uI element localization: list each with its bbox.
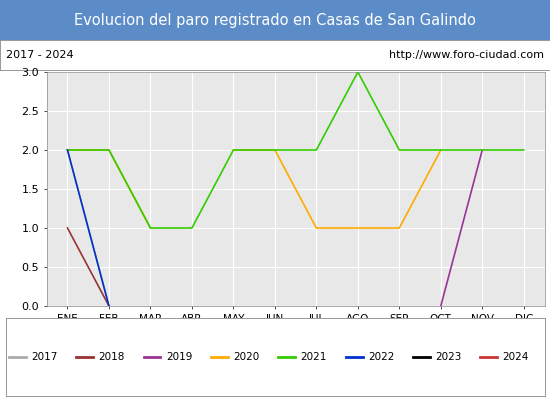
Text: 2024: 2024 [503,352,529,362]
Text: 2020: 2020 [233,352,260,362]
Text: 2022: 2022 [368,352,394,362]
Text: 2021: 2021 [301,352,327,362]
Text: 2017 - 2024: 2017 - 2024 [6,50,73,60]
Text: 2023: 2023 [436,352,462,362]
Text: 2018: 2018 [98,352,125,362]
Text: 2019: 2019 [166,352,192,362]
Text: Evolucion del paro registrado en Casas de San Galindo: Evolucion del paro registrado en Casas d… [74,14,476,28]
Text: 2017: 2017 [31,352,58,362]
Text: http://www.foro-ciudad.com: http://www.foro-ciudad.com [389,50,544,60]
